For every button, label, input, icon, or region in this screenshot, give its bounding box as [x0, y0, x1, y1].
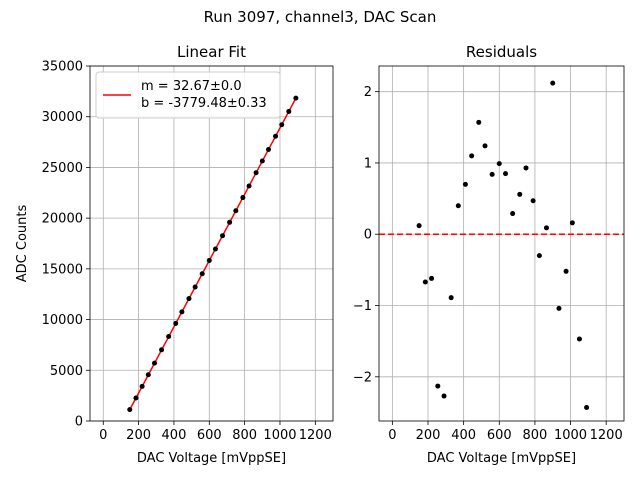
- resid-data-point: [569, 220, 575, 226]
- fit-title: Linear Fit: [177, 43, 246, 61]
- resid-x-tick-label: 600: [487, 428, 512, 443]
- fit-x-tick-label: 1200: [299, 428, 332, 443]
- resid-data-point: [576, 336, 582, 342]
- fit-x-tick-label: 200: [126, 428, 151, 443]
- resid-data-point: [435, 383, 441, 389]
- fit-data-point: [152, 360, 158, 366]
- linear-fit-axes: 0 200 400 600 800 1000 1200 0 5000 10000 15000 2000…: [15, 43, 334, 466]
- fit-data-point: [279, 122, 285, 128]
- fit-data-point: [253, 170, 259, 176]
- fit-y-tick-label: 10000: [42, 313, 83, 328]
- resid-data-point: [523, 165, 529, 171]
- fit-data-point: [145, 372, 151, 378]
- resid-y-tick-label: 0: [364, 228, 372, 243]
- resid-title: Residuals: [466, 43, 537, 61]
- fit-axes-frame: [89, 65, 334, 422]
- resid-data-point: [543, 225, 549, 231]
- fit-y-tick-label: 20000: [42, 212, 83, 227]
- resid-data-point: [496, 161, 502, 167]
- fit-data-point: [166, 334, 172, 340]
- resid-data-point: [469, 153, 475, 159]
- fit-x-tick-label: 600: [197, 428, 222, 443]
- fit-data-point: [273, 133, 279, 139]
- fit-x-tick-label: 800: [232, 428, 257, 443]
- fit-data-point: [192, 284, 198, 290]
- fit-data-point: [133, 395, 139, 401]
- resid-x-tick-label: 400: [451, 428, 476, 443]
- resid-axes-frame: [378, 65, 625, 422]
- fit-data-point: [206, 257, 212, 263]
- resid-x-tick-label: 0: [388, 428, 396, 443]
- fit-data-point: [186, 296, 192, 302]
- resid-data-point: [441, 393, 447, 399]
- resid-data-point: [429, 275, 435, 281]
- resid-data-point: [416, 223, 422, 229]
- resid-data-point: [536, 253, 542, 259]
- resid-x-tick-label: 800: [522, 428, 547, 443]
- resid-data-point: [556, 305, 562, 311]
- fit-y-tick-label: 30000: [42, 110, 83, 125]
- resid-data-point: [510, 211, 516, 217]
- fit-y-tick-label: 35000: [42, 60, 83, 75]
- fit-x-axis-label: DAC Voltage [mVppSE]: [137, 451, 286, 466]
- fit-data-point: [212, 246, 218, 252]
- fit-legend-box: [95, 71, 281, 119]
- fit-x-tick-label: 1000: [263, 428, 296, 443]
- fit-data-point: [246, 183, 252, 189]
- fit-x-tick-label: 0: [99, 428, 107, 443]
- fit-y-tick-label: 25000: [42, 161, 83, 176]
- resid-x-axis-label: DAC Voltage [mVppSE]: [427, 451, 576, 466]
- resid-data-point: [455, 203, 461, 209]
- resid-data-point: [482, 143, 488, 149]
- fit-legend: m = 32.67±0.0 b = -3779.48±0.33: [95, 71, 281, 119]
- resid-x-tick-label: 200: [416, 428, 441, 443]
- resid-y-tick-label: −1: [353, 299, 372, 314]
- fit-data-point: [286, 108, 292, 114]
- resid-x-tick-label: 1200: [590, 428, 623, 443]
- fit-data-point: [259, 158, 265, 164]
- fit-y-tick-label: 15000: [42, 262, 83, 277]
- resid-y-tick-label: −2: [353, 370, 372, 385]
- fit-y-axis-label: ADC Counts: [15, 205, 30, 283]
- fit-data-point: [293, 95, 299, 101]
- residuals-axes: 0 200 400 600 800 1000 1200 −2 −1 0 1 2 Residuals DAC…: [353, 43, 625, 466]
- fit-x-tick-label: 400: [162, 428, 187, 443]
- fit-data-point: [173, 320, 179, 326]
- fit-data-point: [127, 407, 133, 413]
- fit-data-point: [227, 219, 233, 225]
- resid-data-point: [517, 191, 523, 197]
- resid-data-point: [550, 80, 556, 86]
- fit-data-point: [179, 309, 185, 315]
- fit-y-tick-label: 5000: [50, 364, 83, 379]
- fit-legend-entry: b = -3779.48±0.33: [141, 96, 267, 111]
- resid-x-tick-label: 1000: [554, 428, 587, 443]
- fit-data-point: [199, 271, 205, 277]
- resid-data-point: [462, 181, 468, 187]
- resid-data-point: [448, 295, 454, 301]
- fit-data-point: [233, 208, 239, 214]
- resid-data-point: [489, 171, 495, 177]
- resid-data-point: [584, 404, 590, 410]
- fit-data-point: [159, 347, 165, 353]
- resid-y-tick-label: 2: [364, 85, 372, 100]
- fit-data-point: [265, 146, 271, 152]
- fit-data-point: [240, 195, 246, 201]
- fit-data-point: [139, 383, 145, 389]
- resid-y-tick-label: 1: [364, 156, 372, 171]
- fit-data-point: [220, 233, 226, 239]
- resid-data-point: [422, 279, 428, 285]
- resid-data-point: [563, 268, 569, 274]
- figure-suptitle: Run 3097, channel3, DAC Scan: [204, 8, 437, 26]
- resid-data-point: [503, 171, 509, 177]
- fit-y-tick-label: 0: [75, 415, 83, 430]
- resid-data-point: [476, 119, 482, 125]
- fit-legend-entry: m = 32.67±0.0: [141, 79, 242, 94]
- resid-data-point: [530, 198, 536, 204]
